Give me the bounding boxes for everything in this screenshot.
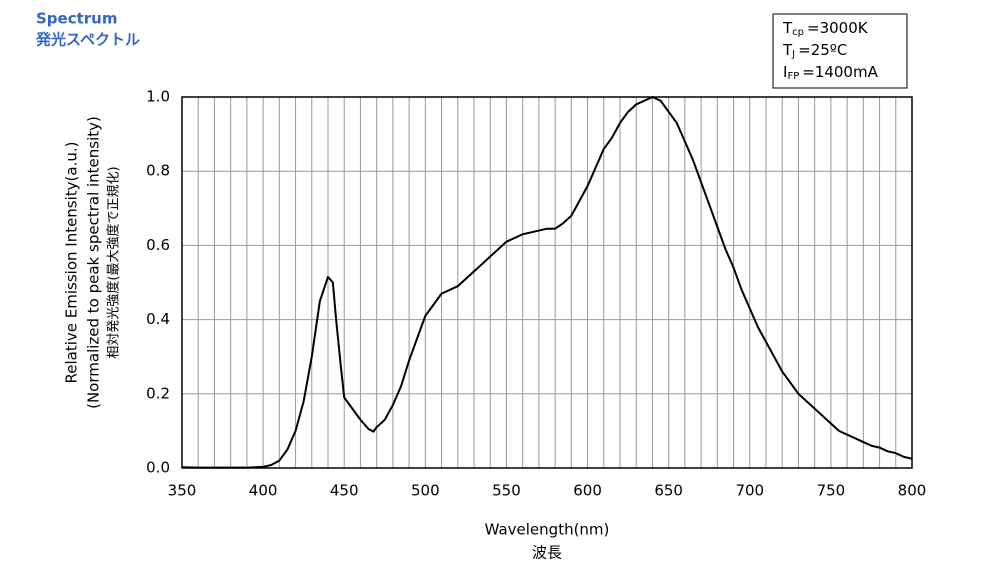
condition-sub: cp — [792, 27, 804, 38]
x-tick-label: 700 — [735, 482, 764, 500]
condition-sub: J — [791, 49, 795, 60]
condition-sub: FP — [787, 71, 799, 82]
x-tick-label: 400 — [249, 482, 278, 500]
y-tick-label: 0.6 — [146, 236, 170, 254]
x-tick-label: 500 — [411, 482, 440, 500]
y-axis-label: 相対発光強度(最大強度で正規化) — [106, 166, 122, 358]
x-tick-label: 350 — [168, 482, 197, 500]
x-tick-label: 450 — [330, 482, 359, 500]
x-tick-label: 750 — [817, 482, 846, 500]
y-axis-label: (Normalized to peak spectral intensity) — [85, 116, 103, 409]
x-tick-label: 550 — [492, 482, 521, 500]
condition: TJ =25ºC — [782, 41, 847, 61]
condition-symbol: I — [783, 63, 787, 81]
condition: IFP =1400mA — [783, 63, 879, 83]
chart-subtitle: 発光スペクトル — [35, 31, 140, 49]
y-tick-label: 1.0 — [146, 88, 170, 106]
y-tick-label: 0.2 — [146, 384, 170, 402]
condition-box — [772, 13, 908, 89]
plot-frame — [181, 96, 913, 469]
y-tick-label: 0.8 — [146, 162, 170, 180]
spectrum-line — [181, 96, 913, 469]
x-axis-sublabel: 波長 — [532, 544, 562, 562]
y-tick-label: 0.0 — [146, 459, 170, 477]
chart-title: Spectrum — [36, 10, 117, 28]
x-tick-label: 600 — [573, 482, 602, 500]
condition-symbol: T — [782, 41, 793, 59]
x-axis-label: Wavelength(nm) — [485, 521, 610, 539]
x-tick-label: 650 — [654, 482, 683, 500]
x-tick-label: 800 — [898, 482, 927, 500]
condition: Tcp =3000K — [782, 19, 869, 39]
condition-value: =3000K — [807, 19, 869, 37]
condition-symbol: T — [782, 19, 793, 37]
condition-value: =1400mA — [802, 63, 878, 81]
y-tick-label: 0.4 — [146, 310, 170, 328]
y-axis-label: Relative Emission Intensity(a.u.) — [63, 142, 81, 384]
condition-value: =25ºC — [798, 41, 847, 59]
